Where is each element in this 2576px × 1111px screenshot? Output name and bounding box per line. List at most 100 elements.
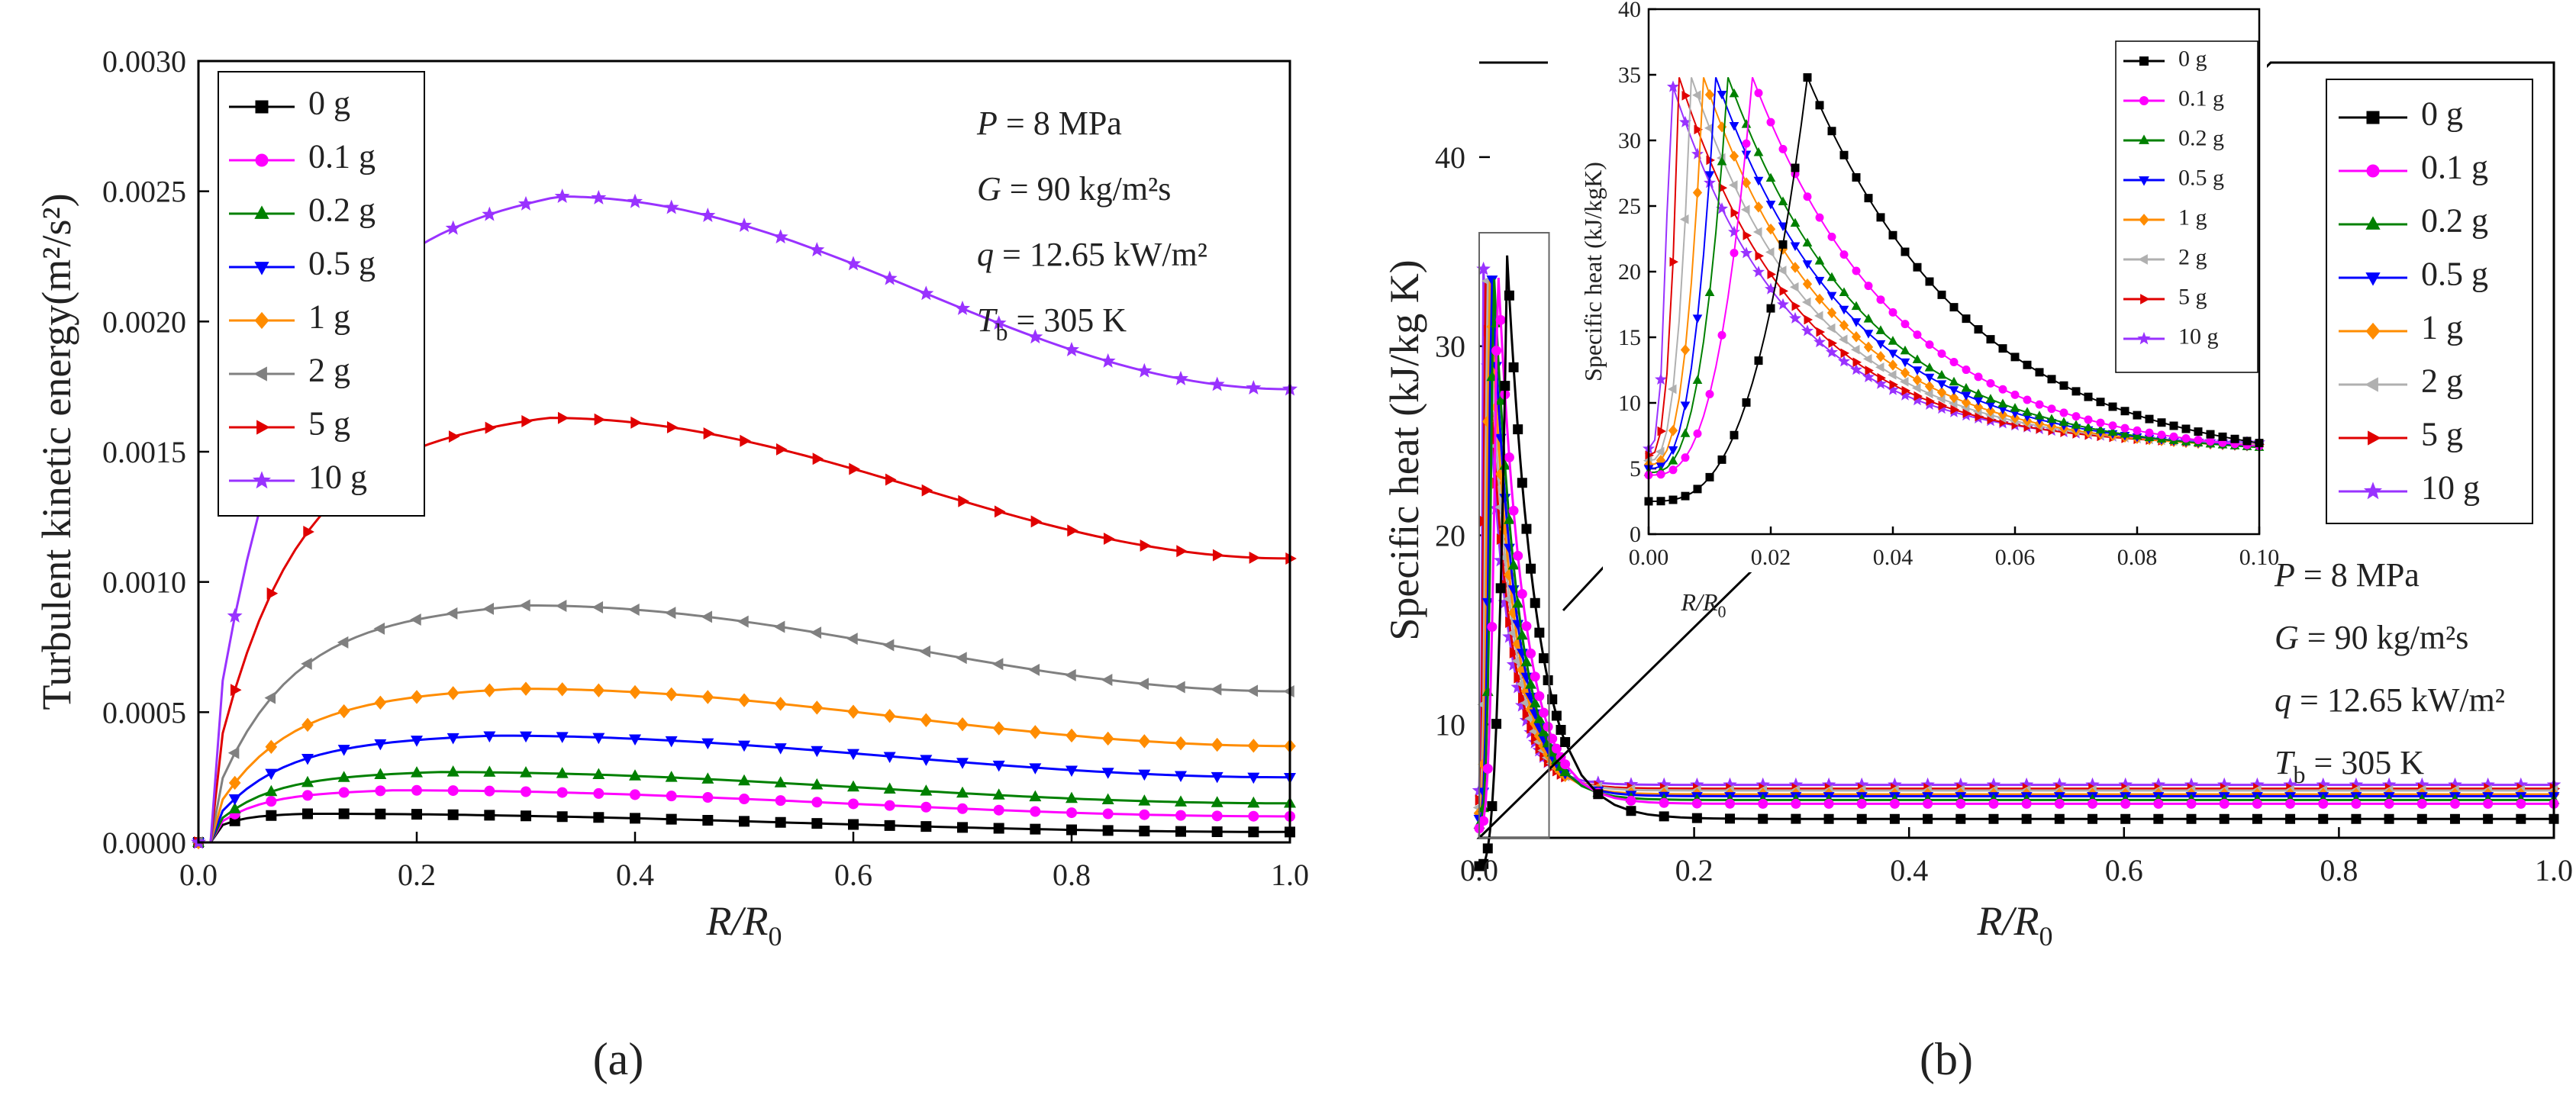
panel-b-conditions: P = 8 MPa G = 90 kg/m²s q = 12.65 kW/m² … bbox=[2274, 556, 2505, 788]
panel-b-data-point bbox=[1691, 813, 1702, 823]
inset-data-point bbox=[1936, 369, 1947, 379]
panel-a-data-point bbox=[1103, 532, 1115, 545]
panel-b-data-point bbox=[1508, 362, 1519, 372]
inset-data-point bbox=[1900, 345, 1910, 355]
panel-a-data-point bbox=[447, 765, 459, 777]
inset-data-point bbox=[1862, 370, 1875, 383]
panel-a-data-point bbox=[1067, 524, 1078, 537]
panel-a-data-point bbox=[1175, 771, 1187, 783]
inset-data-point bbox=[1926, 396, 1936, 406]
panel-a-data-point bbox=[884, 800, 895, 811]
inset-data-point bbox=[1839, 287, 1849, 296]
panel-a-data-point bbox=[264, 691, 276, 704]
inset-data-point bbox=[2107, 427, 2118, 436]
panel-b-legend-item: 0 g bbox=[2339, 95, 2463, 133]
inset-data-point bbox=[1668, 495, 1678, 504]
inset-data-point bbox=[1985, 405, 1996, 417]
panel-a-series-0-g bbox=[193, 808, 1295, 848]
inset-legend-marker bbox=[2139, 176, 2149, 186]
inset-legend-label: 0 g bbox=[2178, 47, 2207, 72]
panel-b-data-point bbox=[1520, 655, 1533, 667]
inset-data-point bbox=[1727, 225, 1741, 237]
inset-data-point bbox=[1936, 386, 1947, 398]
inset-data-point bbox=[1986, 335, 1995, 344]
panel-b-data-point bbox=[1517, 588, 1527, 599]
panel-b-data-point bbox=[2252, 798, 2262, 809]
panel-a-data-point bbox=[739, 794, 750, 805]
inset-data-point bbox=[1949, 358, 1959, 366]
inset-data-point bbox=[1753, 147, 1764, 156]
panel-a-data-point bbox=[774, 697, 787, 711]
inset-data-point bbox=[2096, 418, 2105, 427]
panel-b-data-point bbox=[2351, 813, 2362, 824]
inset-data-point bbox=[1949, 386, 1959, 395]
inset-legend-marker bbox=[2137, 331, 2151, 345]
panel-b-data-point bbox=[1530, 597, 1540, 608]
inset-data-point bbox=[2132, 430, 2142, 440]
inset-data-point bbox=[1997, 398, 2008, 407]
panel-a-data-point bbox=[666, 791, 677, 802]
panel-a-legend-marker bbox=[254, 311, 269, 330]
inset-data-point bbox=[1886, 383, 1900, 395]
panel-b-data-point bbox=[2449, 813, 2460, 824]
panel-a-data-point bbox=[374, 739, 387, 751]
inset-data-point bbox=[1815, 101, 1824, 110]
panel-a-data-point bbox=[265, 739, 278, 754]
panel-a-data-point bbox=[556, 682, 569, 697]
inset-data-point bbox=[1681, 453, 1690, 462]
panel-a-data-point bbox=[700, 208, 716, 223]
panel-b-x-tick-label: 0.6 bbox=[2105, 853, 2143, 887]
inset-data-point bbox=[2059, 417, 2069, 427]
panel-a-data-point bbox=[301, 717, 314, 733]
panel-a-data-point bbox=[230, 684, 242, 697]
panel-a-data-point bbox=[447, 733, 459, 745]
inset-data-point bbox=[1863, 314, 1874, 323]
panel-a-data-point bbox=[1101, 731, 1114, 746]
panel-a-data-point bbox=[702, 792, 714, 803]
inset-data-point bbox=[1974, 325, 1983, 334]
inset-data-point bbox=[1669, 256, 1679, 267]
panel-b-legend-label: 0.1 g bbox=[2421, 149, 2488, 186]
inset-data-point bbox=[1814, 276, 1825, 286]
inset-data-point bbox=[1704, 89, 1715, 101]
inset-data-point bbox=[1924, 362, 1935, 372]
panel-a-data-point bbox=[445, 220, 461, 235]
inset-data-point bbox=[1791, 163, 1800, 172]
inset-data-point bbox=[1875, 325, 1886, 334]
panel-a-data-point bbox=[1175, 736, 1187, 751]
inset-data-point bbox=[2059, 381, 2068, 390]
panel-b-data-point bbox=[1508, 505, 1519, 516]
panel-a-data-point bbox=[1101, 673, 1113, 686]
inset-data-point bbox=[1962, 314, 1971, 324]
panel-a-data-point bbox=[811, 745, 824, 758]
panel-a-data-point bbox=[993, 804, 1004, 816]
panel-a-legend-label: 10 g bbox=[308, 459, 367, 496]
inset-legend-label: 5 g bbox=[2178, 285, 2207, 310]
inset-legend-label: 10 g bbox=[2178, 324, 2219, 349]
panel-a-data-point bbox=[701, 610, 713, 623]
panel-a-legend-marker bbox=[255, 100, 269, 114]
panel-b-x-tick-label: 0.0 bbox=[1460, 853, 1498, 887]
panel-a-data-point bbox=[1066, 765, 1078, 777]
panel-b-data-point bbox=[1504, 452, 1514, 462]
panel-b-data-point bbox=[2416, 798, 2427, 809]
panel-b-data-point bbox=[1559, 765, 1572, 777]
inset-data-point bbox=[1826, 272, 1837, 282]
inset-data-point bbox=[1875, 362, 1884, 372]
inset-data-point bbox=[2047, 375, 2056, 384]
panel-a-data-point bbox=[482, 602, 495, 615]
panel-b-data-point bbox=[1551, 743, 1562, 754]
inset-data-point bbox=[1889, 379, 1899, 390]
inset-data-point bbox=[2218, 432, 2227, 441]
panel-a-data-point bbox=[846, 633, 858, 646]
panel-a-data-point bbox=[1029, 763, 1042, 774]
panel-b-data-point bbox=[1626, 795, 1636, 806]
panel-a-data-point bbox=[882, 639, 895, 652]
panel-b-data-point bbox=[1534, 627, 1545, 638]
panel-a-data-point bbox=[301, 657, 312, 670]
inset-x-tick-label: 0.02 bbox=[1751, 545, 1791, 570]
panel-b-data-point bbox=[1659, 811, 1669, 822]
panel-a-legend-marker bbox=[254, 205, 269, 219]
panel-a-data-point bbox=[848, 819, 859, 830]
inset-data-point bbox=[2047, 404, 2056, 414]
